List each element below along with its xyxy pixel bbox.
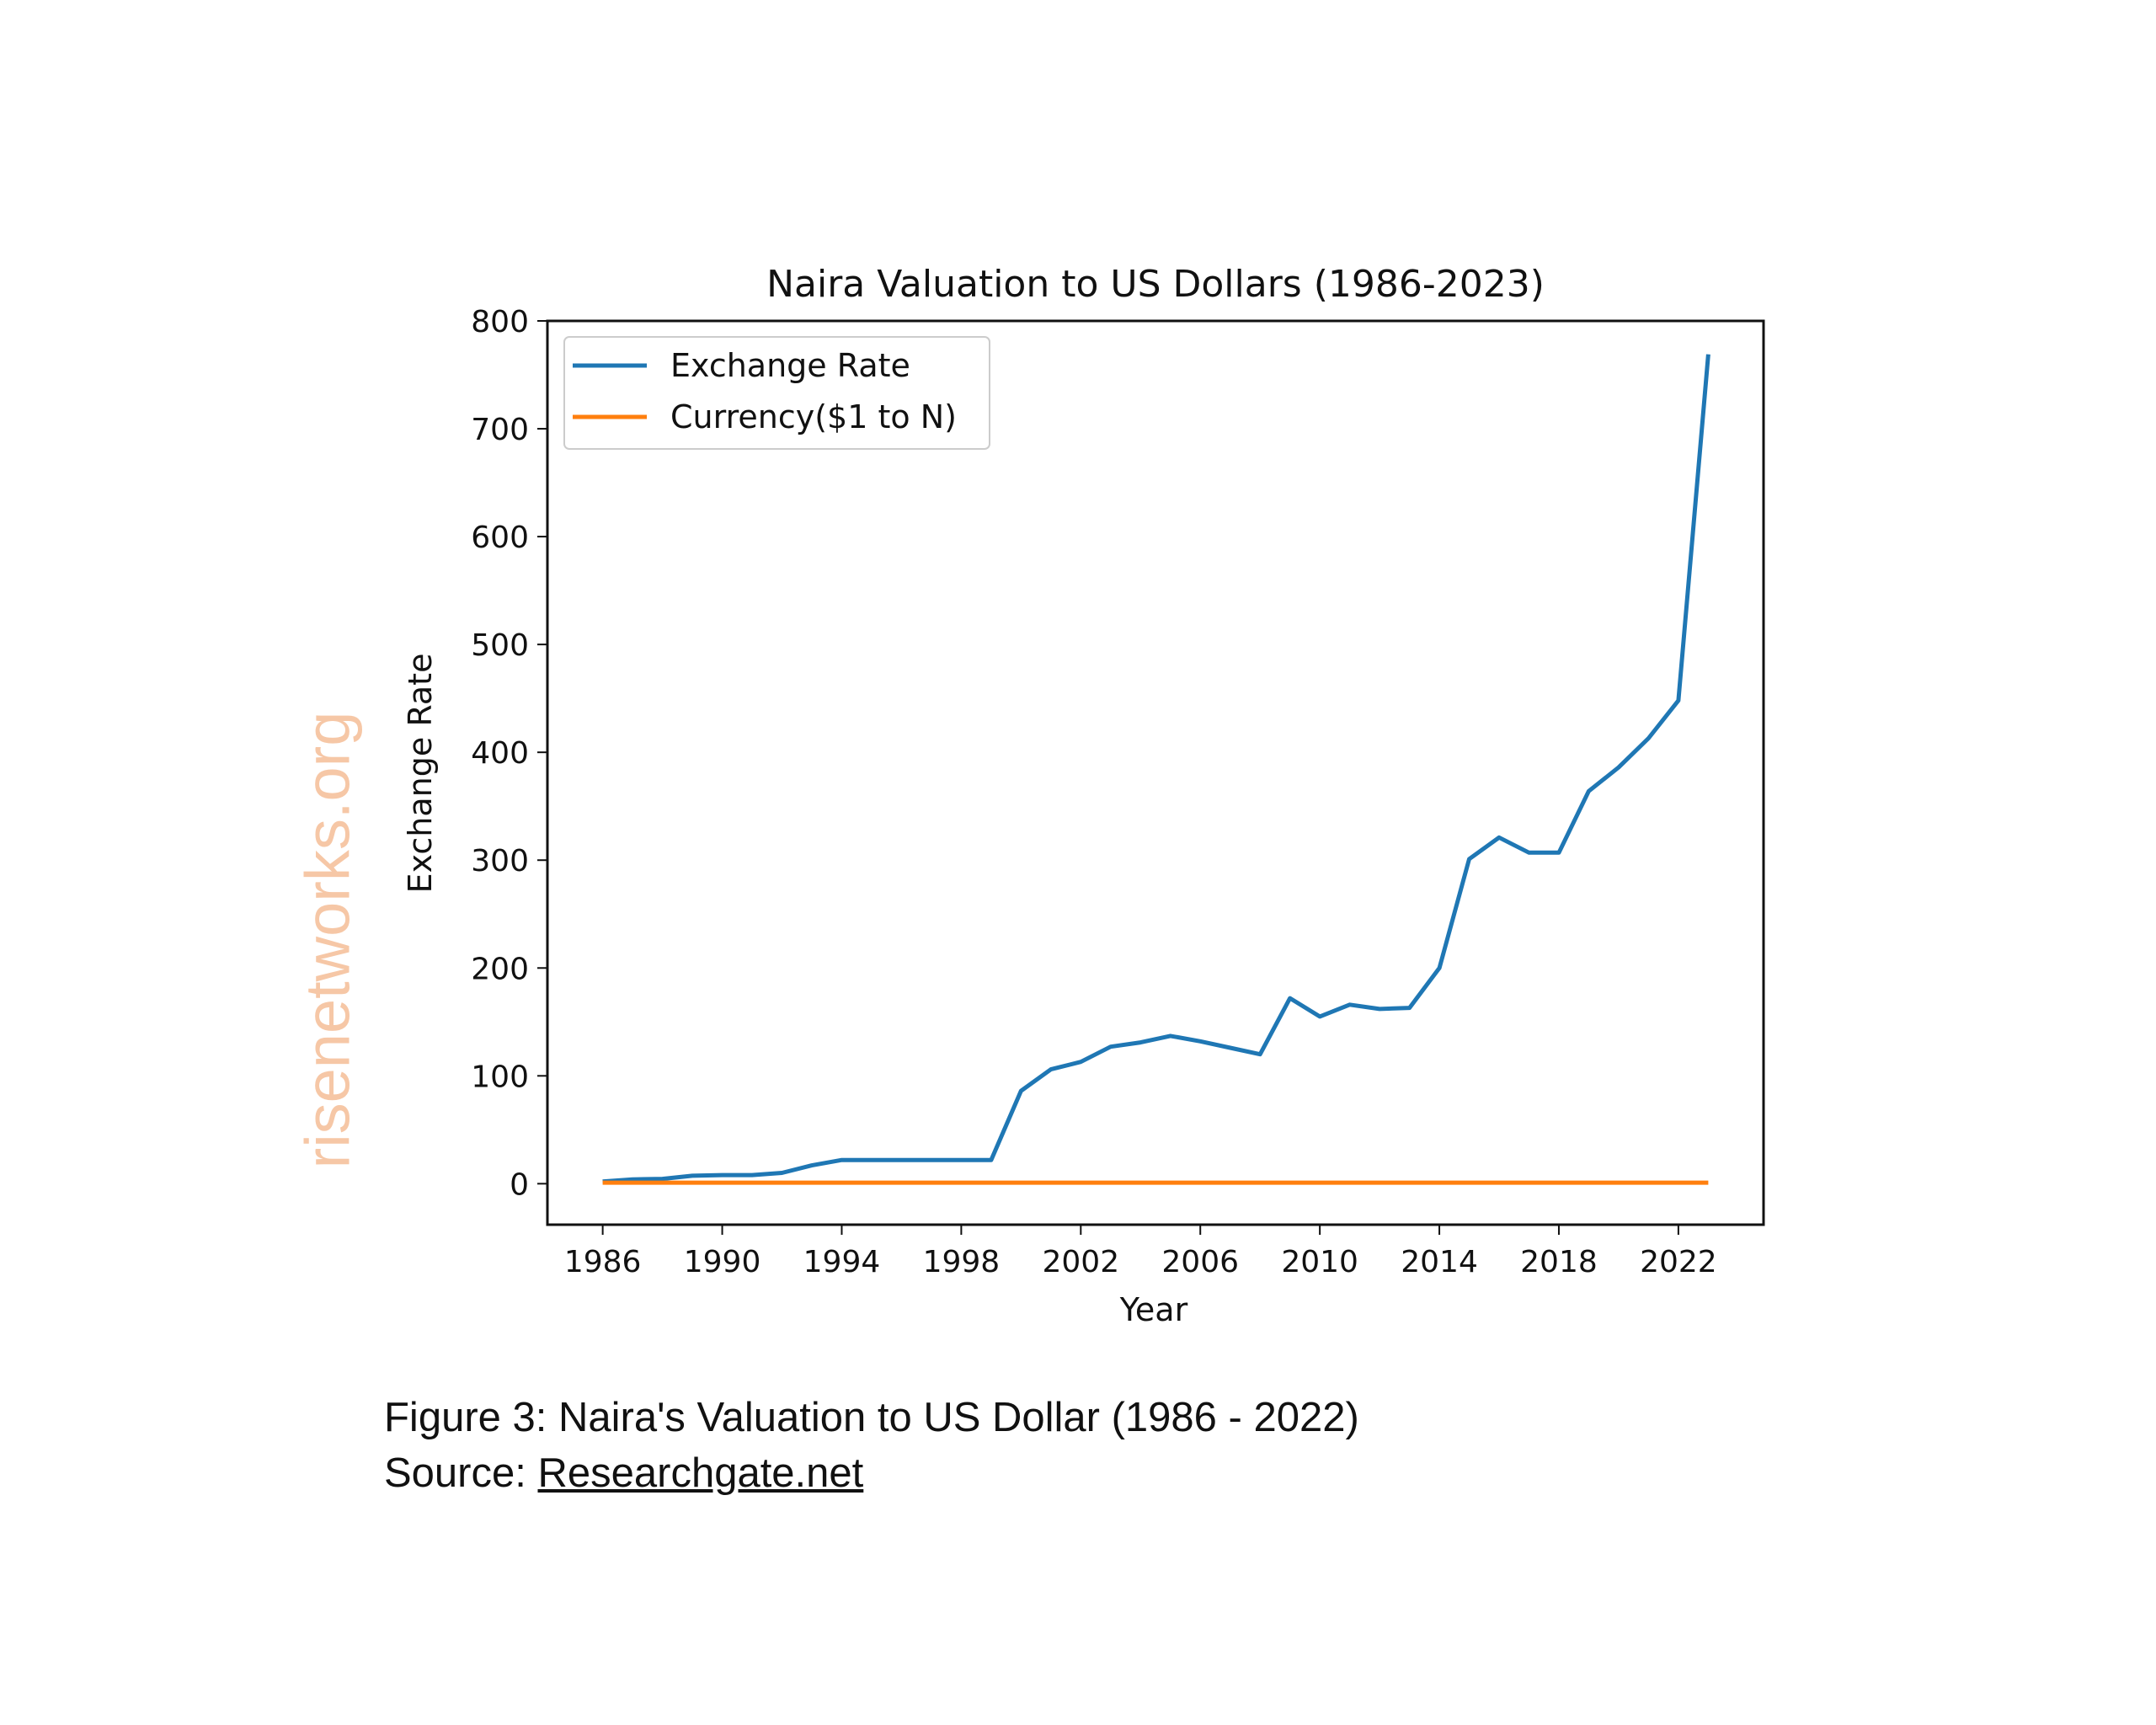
x-tick-label: 2002 [1042, 1245, 1119, 1279]
y-tick-label: 500 [471, 628, 529, 663]
series-line-0 [602, 354, 1710, 1184]
figure-caption: Figure 3: Naira's Valuation to US Dollar… [384, 1390, 1359, 1501]
legend-label-currency: Currency($1 to N) [670, 398, 957, 435]
y-tick-label: 300 [471, 844, 529, 879]
legend-box [563, 336, 990, 450]
source-link[interactable]: Researchgate.net [537, 1450, 864, 1496]
caption-line: Figure 3: Naira's Valuation to US Dollar… [384, 1395, 1359, 1440]
y-tick-label: 100 [471, 1060, 529, 1094]
y-axis-label: Exchange Rate [402, 654, 439, 894]
y-tick-label: 0 [510, 1167, 529, 1202]
y-tick-label: 800 [471, 305, 529, 339]
x-tick-label: 2006 [1161, 1245, 1239, 1279]
legend: Exchange Rate Currency($1 to N) [563, 336, 990, 450]
chart-title: Naira Valuation to US Dollars (1986-2023… [766, 263, 1545, 306]
y-tick-label: 700 [471, 413, 529, 447]
y-tick-label: 600 [471, 521, 529, 555]
x-axis-label: Year [1119, 1291, 1188, 1328]
plot-frame [546, 319, 1765, 1226]
x-tick-label: 1990 [684, 1245, 761, 1279]
x-tick-label: 1986 [564, 1245, 642, 1279]
x-tick-label: 2010 [1281, 1245, 1358, 1279]
x-tick-label: 1994 [803, 1245, 881, 1279]
x-tick-label: 1998 [923, 1245, 1001, 1279]
legend-label-exchange-rate: Exchange Rate [670, 347, 910, 384]
y-tick-label: 400 [471, 736, 529, 771]
source-prefix: Source: [384, 1450, 538, 1496]
y-tick-label: 200 [471, 952, 529, 986]
x-tick-label: 2018 [1520, 1245, 1598, 1279]
x-tick-label: 2022 [1640, 1245, 1717, 1279]
watermark: risenetworks.org [292, 711, 363, 1169]
caption-source: Source: Researchgate.net [384, 1445, 1359, 1501]
x-tick-label: 2014 [1401, 1245, 1478, 1279]
